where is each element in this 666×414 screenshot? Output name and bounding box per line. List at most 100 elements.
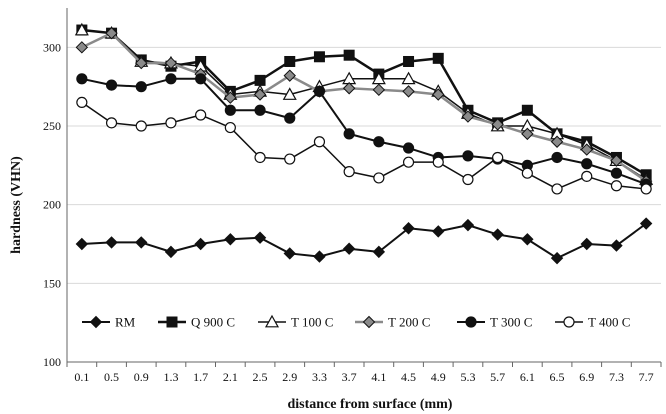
data-point: [492, 151, 504, 164]
data-point: [342, 82, 356, 95]
data-point: [550, 135, 564, 148]
series-line: [81, 28, 647, 176]
data-point: [461, 218, 475, 232]
data-point: [491, 228, 504, 241]
data-point: [402, 222, 415, 235]
data-point: [135, 236, 148, 249]
legend-label: RM: [115, 315, 136, 330]
data-point: [195, 73, 207, 85]
data-point: [135, 120, 147, 132]
data-point: [195, 109, 207, 121]
legend-marker: [465, 316, 477, 328]
gridlines: [67, 46, 661, 284]
data-point: [342, 242, 356, 255]
data-point: [491, 118, 504, 131]
data-point: [194, 237, 207, 251]
data-point: [610, 239, 623, 252]
data-point: [224, 121, 236, 134]
data-point: [580, 143, 593, 156]
data-point: [343, 49, 355, 61]
x-tick-label: 7.3: [609, 370, 624, 384]
legend-marker: [89, 315, 103, 329]
legend-item-t-100-c: T 100 C: [258, 315, 333, 330]
x-axis-title: distance from surface (mm): [288, 397, 453, 412]
legend-label: T 300 C: [490, 315, 532, 330]
data-point: [75, 41, 89, 54]
x-tick-label: 4.9: [431, 370, 446, 384]
data-point: [581, 158, 593, 170]
data-point: [313, 250, 326, 263]
data-point: [402, 142, 415, 154]
legend-label: T 400 C: [588, 315, 630, 330]
data-point: [432, 225, 445, 238]
data-point: [462, 150, 474, 162]
legend: RM Q 900 C T 100 C T 200 C T 300 C T 400 C: [82, 315, 630, 330]
data-point: [551, 183, 563, 195]
y-tick-label: 250: [43, 119, 61, 133]
x-tick-label: 5.3: [460, 370, 475, 384]
data-point: [402, 85, 415, 98]
data-point: [284, 112, 296, 124]
data-point: [550, 251, 564, 265]
data-point: [224, 104, 236, 116]
data-point: [253, 231, 267, 244]
data-point: [76, 73, 88, 85]
data-point: [283, 247, 296, 260]
data-point: [401, 71, 416, 85]
y-tick-label: 100: [43, 355, 61, 369]
x-tick-label: 2.1: [223, 370, 238, 384]
data-point: [313, 51, 325, 63]
y-tick-label: 150: [43, 276, 61, 290]
data-point: [462, 173, 474, 186]
data-point: [135, 81, 147, 93]
data-point: [313, 85, 326, 97]
data-point: [521, 104, 533, 116]
x-tick-label: 4.5: [401, 370, 416, 384]
data-point: [75, 237, 89, 251]
y-axis-title: hardness (VHN): [9, 156, 24, 254]
legend-label: Q 900 C: [191, 315, 235, 330]
data-point: [610, 154, 623, 167]
data-point: [283, 69, 296, 82]
data-point: [610, 167, 623, 179]
series-t-300-c: [76, 73, 652, 190]
legend-item-t-200-c: T 200 C: [355, 315, 430, 330]
y-tick-label: 200: [43, 198, 61, 212]
data-point: [639, 217, 653, 230]
data-point: [284, 153, 296, 165]
legend-item-t-300-c: T 300 C: [457, 315, 532, 330]
data-point: [373, 172, 385, 184]
data-point: [343, 166, 355, 178]
x-tick-label: 0.1: [74, 370, 89, 384]
data-point: [640, 183, 652, 195]
data-point: [105, 236, 118, 249]
x-tick-label: 0.5: [104, 370, 119, 384]
data-point: [313, 136, 326, 148]
series-rm: [75, 217, 653, 265]
x-tick-label: 7.7: [639, 370, 654, 384]
x-tick-label: 2.5: [253, 370, 268, 384]
data-point: [432, 88, 445, 101]
series-q-900-c: [76, 24, 652, 181]
data-point: [521, 127, 534, 141]
legend-label: T 100 C: [291, 315, 333, 330]
data-point: [165, 73, 177, 85]
data-point: [105, 26, 118, 40]
x-tick-label: 5.7: [490, 370, 505, 384]
data-point: [135, 56, 148, 70]
data-point: [432, 156, 444, 168]
data-point: [432, 52, 444, 64]
data-point: [165, 117, 177, 129]
legend-item-t-400-c: T 400 C: [555, 315, 630, 330]
x-tick-label: 4.1: [371, 370, 386, 384]
data-point: [254, 104, 266, 116]
data-point: [254, 74, 266, 86]
legend-item-rm: RM: [82, 315, 136, 330]
data-point: [282, 87, 297, 100]
legend-marker: [362, 315, 376, 329]
series-line: [81, 222, 647, 260]
data-point: [373, 136, 385, 148]
x-tick-label: 3.3: [312, 370, 327, 384]
data-point: [551, 151, 563, 164]
data-point: [521, 233, 534, 246]
